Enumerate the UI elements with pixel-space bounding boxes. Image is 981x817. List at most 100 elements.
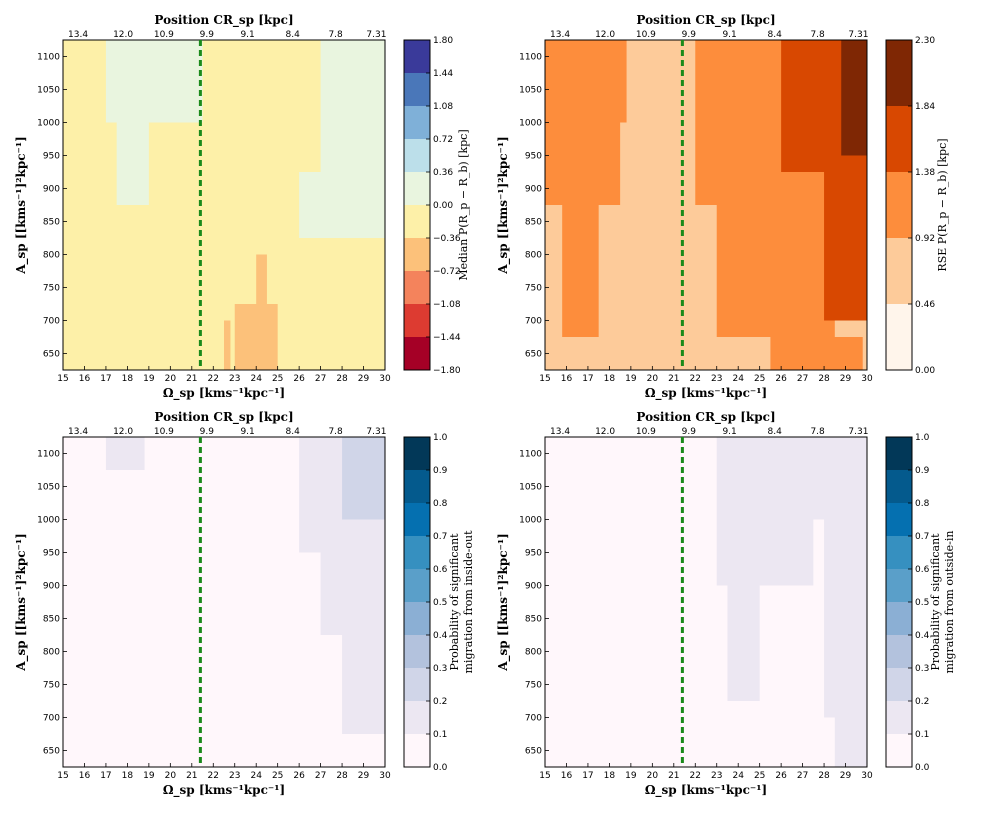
top-tick-label: 12.0 (113, 427, 133, 437)
colorbar-segment (886, 635, 912, 669)
plot-area (544, 39, 868, 371)
y-tick-label: 1100 (519, 53, 542, 63)
y-tick-label: 900 (525, 185, 542, 195)
y-tick-label: 650 (43, 747, 60, 757)
colorbar-segment (886, 569, 912, 603)
colorbar-tick-label: 0.8 (433, 499, 448, 509)
x-tick-label: 30 (861, 374, 873, 384)
heatmap-cell (770, 337, 863, 370)
x-tick-labels: 15 16 17 18 19 20 21 22 23 24 25 26 27 28 29 30 (539, 366, 873, 384)
x-tick-label: 22 (208, 374, 219, 384)
x-axis-title: Ω_sp [kms⁻¹kpc⁻¹] (163, 386, 285, 401)
heatmap-cells (63, 40, 385, 370)
colorbar-label-line2: migration from outside-in (943, 531, 956, 674)
x-tick-label: 29 (358, 374, 370, 384)
colorbar-segment (404, 205, 430, 239)
heatmap-cells (545, 437, 867, 767)
x-axis-title: Ω_sp [kms⁻¹kpc⁻¹] (645, 783, 767, 798)
x-tick-label: 17 (100, 771, 111, 781)
colorbar-segment (404, 602, 430, 636)
heatmap-cell (116, 122, 149, 205)
y-tick-label: 850 (43, 615, 60, 625)
top-axis-title: Position CR_sp [kpc] (636, 410, 775, 425)
y-tick-label: 750 (525, 681, 542, 691)
y-tick-label: 950 (525, 152, 542, 162)
y-tick-label: 1100 (37, 450, 60, 460)
x-tick-label: 18 (604, 374, 616, 384)
x-tick-label: 23 (711, 374, 722, 384)
colorbar-segment (404, 238, 430, 272)
x-tick-label: 15 (57, 771, 68, 781)
panel-median: Position CR_sp [kpc] 13.4 12.0 10.9 9.9 9.1 8… (14, 13, 470, 401)
colorbar-tick-label: −0.72 (433, 267, 461, 277)
colorbar-tick-label: 0.92 (915, 234, 935, 244)
colorbar-segment (886, 304, 912, 371)
colorbar-frame (885, 39, 913, 371)
x-axis-title: Ω_sp [kms⁻¹kpc⁻¹] (645, 386, 767, 401)
colorbar-segment (404, 437, 430, 471)
y-tick-label: 950 (43, 152, 60, 162)
top-tick-label: 9.9 (682, 427, 697, 437)
y-tick-label: 950 (525, 549, 542, 559)
y-tick-label: 750 (525, 284, 542, 294)
colorbar-tick-label: 0.0 (915, 763, 930, 773)
x-tick-label: 18 (122, 374, 134, 384)
heatmap-cell (824, 519, 867, 718)
y-tick-label: 800 (525, 251, 542, 261)
heatmap-cell (105, 437, 145, 470)
heatmap-cell (320, 552, 385, 635)
y-axis-title: A_sp [[kms⁻¹]²kpc⁻¹] (496, 533, 511, 672)
colorbar-segment (404, 503, 430, 537)
x-tick-label: 21 (668, 771, 679, 781)
colorbar-segment (404, 668, 430, 702)
heatmap-cell (727, 585, 760, 701)
y-tick-label: 1050 (37, 86, 60, 96)
heatmap-cell (256, 254, 267, 304)
top-tick-label: 7.8 (810, 427, 825, 437)
colorbar-segment (404, 172, 430, 206)
heatmap-cell (342, 437, 385, 520)
y-tick-label: 1000 (37, 516, 60, 526)
top-tick-label: 8.4 (286, 427, 301, 437)
plot-area (544, 436, 868, 768)
colorbar-tick-label: 0.5 (915, 598, 929, 608)
top-tick-label: 8.4 (768, 427, 783, 437)
colorbar-segment (404, 106, 430, 140)
heatmap-cells (63, 437, 385, 767)
x-tick-label: 25 (754, 374, 765, 384)
x-tick-label: 18 (604, 771, 616, 781)
top-tick-label: 13.4 (550, 30, 570, 40)
x-tick-label: 23 (229, 771, 240, 781)
x-tick-label: 28 (818, 771, 830, 781)
x-tick-label: 26 (293, 771, 305, 781)
x-tick-label: 25 (272, 771, 283, 781)
heatmap-cell (545, 122, 621, 205)
heatmap-cell (320, 40, 385, 172)
colorbar-tick-label: 0.5 (433, 598, 447, 608)
panel-outside-in: Position CR_sp [kpc] 13.4 12.0 10.9 9.9 9.1 8… (496, 410, 956, 798)
top-axis-title: Position CR_sp [kpc] (154, 410, 293, 425)
colorbar-label: RSE P(R_p − R_b) [kpc] (936, 138, 949, 271)
colorbar-tick-label: 2.30 (915, 36, 935, 46)
top-tick-label: 10.9 (154, 30, 174, 40)
y-tick-label: 750 (43, 681, 60, 691)
y-tick-label: 1050 (519, 86, 542, 96)
x-tick-label: 21 (186, 374, 197, 384)
y-axis-title: A_sp [[kms⁻¹]²kpc⁻¹] (14, 136, 29, 275)
top-tick-label: 7.31 (848, 427, 868, 437)
colorbar-tick-label: 0.46 (915, 300, 935, 310)
y-tick-label: 650 (43, 350, 60, 360)
top-tick-label: 12.0 (595, 30, 615, 40)
top-tick-label: 9.9 (682, 30, 697, 40)
y-tick-label: 1050 (519, 483, 542, 493)
y-tick-labels: 650 700 750 800 850 900 950 1000 1050 1100 (519, 53, 549, 360)
heatmap-cell (824, 172, 867, 321)
x-tick-label: 16 (79, 374, 91, 384)
top-tick-label: 10.9 (636, 427, 656, 437)
x-tick-label: 15 (539, 771, 550, 781)
x-tick-label: 21 (668, 374, 679, 384)
colorbar-tick-label: 0.8 (915, 499, 930, 509)
x-tick-label: 20 (647, 771, 659, 781)
y-tick-label: 850 (525, 615, 542, 625)
colorbar-tick-label: −1.08 (433, 300, 461, 310)
